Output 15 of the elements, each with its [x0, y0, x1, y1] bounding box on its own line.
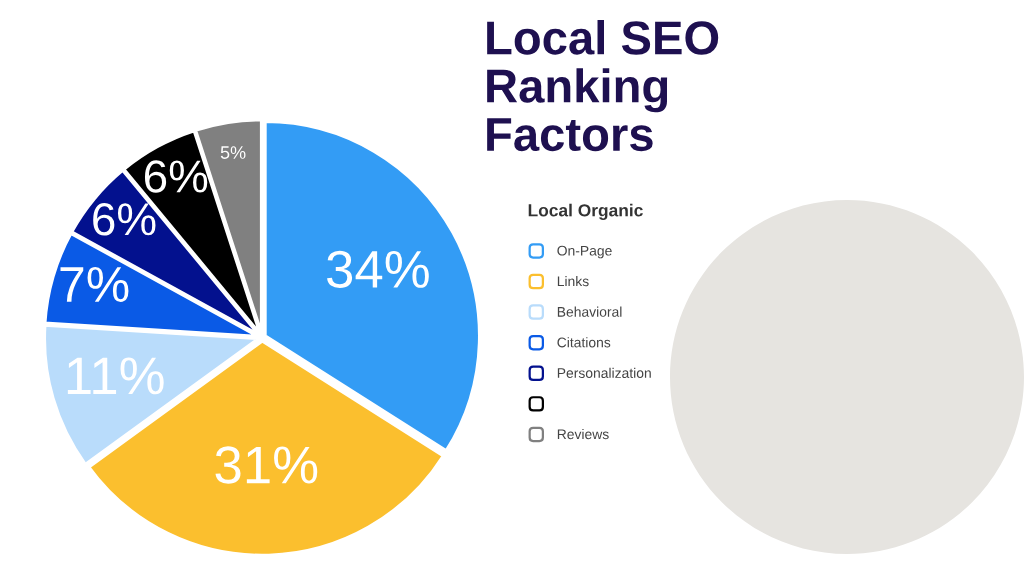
legend-label: Reviews: [557, 428, 609, 440]
legend-title: Local Organic: [528, 203, 643, 220]
data-label: 7%: [60, 266, 129, 302]
data-label: 6%: [144, 160, 208, 193]
legend-label: On-Page: [557, 245, 612, 259]
data-label: 5%: [220, 146, 246, 159]
data-label: 34%: [327, 250, 429, 289]
legend-label: Links: [557, 276, 589, 287]
legend-label: Behavioral: [557, 306, 622, 317]
chart-title: Local SEO Ranking Factors: [487, 20, 719, 152]
data-label: 11%: [67, 357, 164, 395]
legend-label: Citations: [557, 337, 611, 348]
data-label: 6%: [93, 203, 156, 236]
legend-label: Personalization: [557, 367, 651, 378]
data-label: 31%: [215, 446, 318, 484]
